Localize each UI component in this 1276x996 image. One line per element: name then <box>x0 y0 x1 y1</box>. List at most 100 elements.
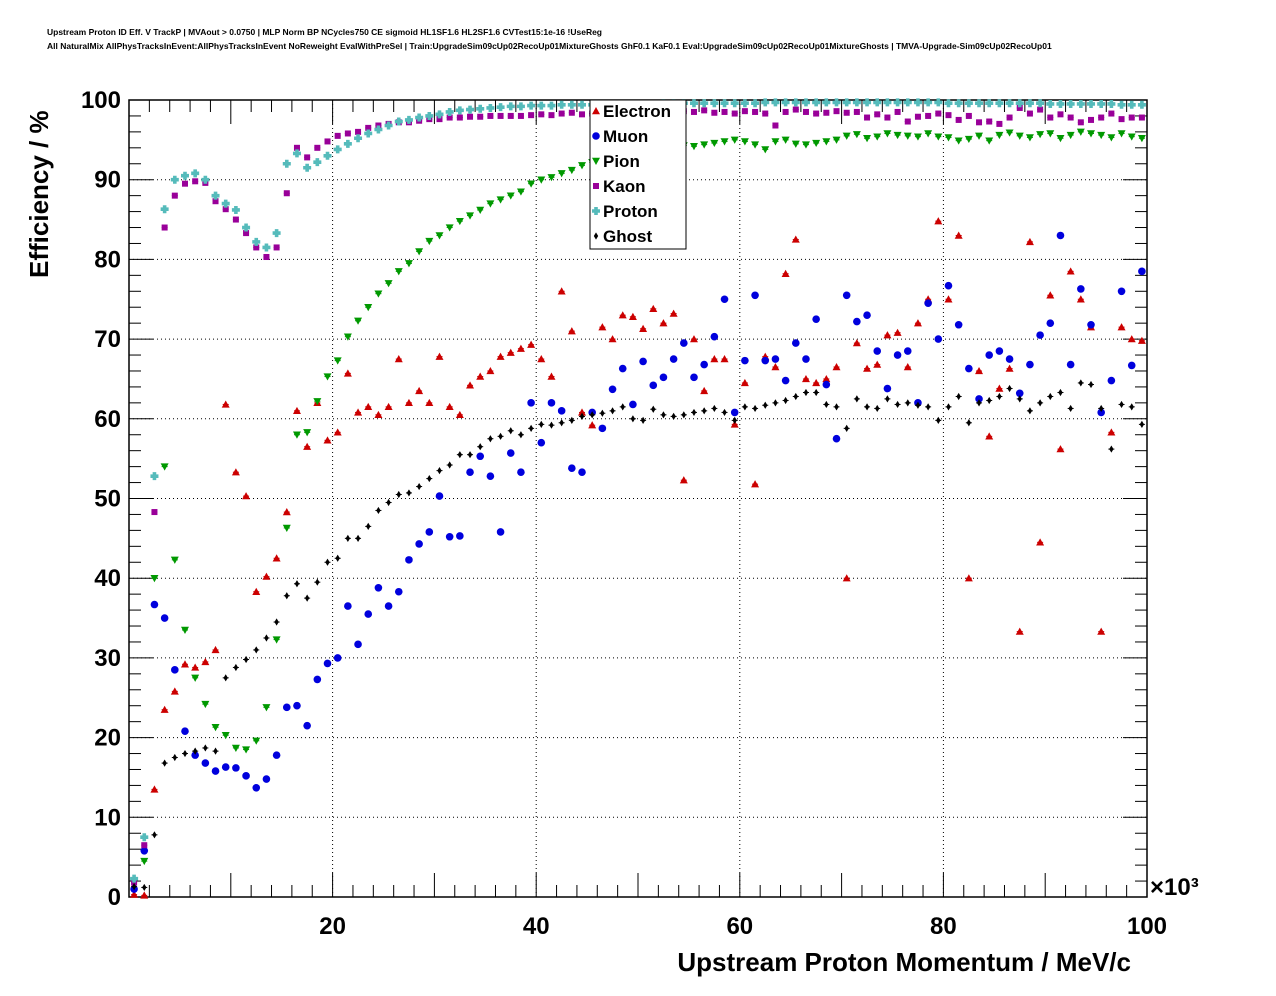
y-axis-label: Efficiency / % <box>24 110 54 278</box>
data-point <box>1107 428 1116 436</box>
data-point <box>518 431 524 439</box>
data-point <box>283 190 290 197</box>
legend: Electron Muon Pion Kaon Proton Ghost <box>589 99 687 250</box>
data-point <box>506 449 515 457</box>
data-point <box>272 554 281 562</box>
data-point <box>272 636 281 644</box>
data-point <box>303 721 311 730</box>
data-point <box>822 374 831 383</box>
data-point <box>720 295 729 304</box>
data-point <box>527 101 536 110</box>
data-point <box>457 451 463 459</box>
data-point <box>1138 267 1146 276</box>
data-point <box>1046 291 1055 299</box>
data-point <box>201 759 210 767</box>
data-point <box>272 229 281 238</box>
data-point <box>986 118 993 125</box>
data-point <box>142 883 147 892</box>
data-point <box>333 654 342 662</box>
data-point <box>883 384 892 393</box>
data-point <box>895 400 900 409</box>
data-point <box>221 199 230 208</box>
data-point <box>435 352 444 360</box>
legend-label: Kaon <box>603 177 646 196</box>
data-point <box>771 355 780 363</box>
data-point <box>435 232 444 240</box>
data-point <box>537 438 546 447</box>
data-point <box>343 139 352 148</box>
data-point <box>254 646 259 654</box>
data-point <box>130 890 139 898</box>
data-point <box>700 386 709 395</box>
data-point <box>201 175 210 184</box>
data-point <box>1056 231 1065 240</box>
data-point <box>527 340 536 348</box>
series-kaon <box>131 104 1145 886</box>
data-point <box>547 399 556 407</box>
data-point <box>832 98 841 107</box>
data-point <box>151 509 158 516</box>
data-point <box>160 705 169 713</box>
data-point <box>1118 116 1125 123</box>
data-point <box>875 404 880 413</box>
data-point <box>618 364 627 373</box>
data-point <box>761 98 770 107</box>
data-point <box>141 842 148 849</box>
data-point <box>394 268 403 276</box>
data-point <box>1117 287 1126 296</box>
data-point <box>376 506 381 515</box>
data-point <box>976 399 982 407</box>
data-point <box>883 130 892 138</box>
data-point <box>354 640 362 649</box>
data-point <box>1007 384 1012 393</box>
data-point <box>844 424 849 432</box>
data-point <box>883 98 892 107</box>
data-point <box>488 435 493 443</box>
data-point <box>517 112 524 119</box>
data-point <box>598 323 607 331</box>
data-point <box>773 399 778 407</box>
data-point <box>568 464 576 473</box>
data-point <box>557 287 566 295</box>
data-point <box>579 111 586 118</box>
data-point <box>406 489 412 497</box>
data-point <box>333 145 342 154</box>
data-point <box>1137 336 1146 344</box>
data-point <box>873 360 882 368</box>
data-point <box>425 528 434 536</box>
data-point <box>537 101 546 110</box>
data-point <box>1117 100 1126 109</box>
data-point <box>934 335 943 343</box>
data-point <box>1025 99 1034 108</box>
data-point <box>304 154 311 161</box>
data-point <box>313 158 322 167</box>
data-point <box>903 347 912 355</box>
data-point <box>242 772 250 780</box>
data-point <box>345 534 351 542</box>
data-point <box>883 331 892 339</box>
data-point <box>496 103 505 112</box>
data-point <box>140 846 149 855</box>
legend-label: Ghost <box>603 227 652 246</box>
data-point <box>140 833 149 842</box>
data-point <box>944 295 953 303</box>
data-point <box>253 244 260 251</box>
data-point <box>671 412 676 421</box>
data-point <box>592 157 600 165</box>
data-point <box>1017 395 1022 403</box>
data-point <box>1107 134 1116 142</box>
data-point <box>751 480 760 488</box>
data-point <box>557 407 566 415</box>
data-point <box>548 112 555 119</box>
x-axis-multiplier: ×10³ <box>1150 874 1199 901</box>
legend-item-proton: Proton <box>592 202 658 221</box>
data-point <box>721 108 728 115</box>
data-point <box>150 472 159 481</box>
data-point <box>170 687 179 695</box>
data-point <box>292 431 301 439</box>
data-point <box>893 328 902 336</box>
data-point <box>384 602 393 610</box>
data-point <box>956 392 961 401</box>
data-point <box>211 645 220 654</box>
data-point <box>445 224 454 232</box>
